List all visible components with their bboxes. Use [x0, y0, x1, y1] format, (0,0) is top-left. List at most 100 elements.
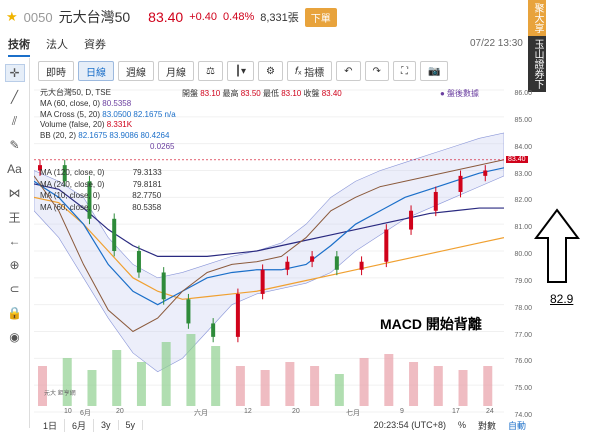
- legend-line: MA (240, close, 0) 79.8181: [40, 179, 162, 191]
- magnet-icon[interactable]: ⊂: [9, 282, 20, 296]
- settings-icon[interactable]: ⚙: [258, 61, 283, 81]
- y-tick-label: 80.00: [514, 251, 532, 258]
- legend-label: MA (10, close, 0): [40, 191, 101, 200]
- range-6m[interactable]: 6月: [65, 418, 95, 432]
- annotation-text: MACD 開始背離: [380, 316, 482, 332]
- y-tick-label: 79.00: [514, 277, 532, 285]
- legend-value: 82.7750: [132, 191, 162, 200]
- legend-line: MA (60, close, 0) 80.5358: [40, 99, 176, 110]
- y-tick-label: 81.00: [514, 224, 532, 232]
- candle-type-icon[interactable]: ┃▾: [226, 61, 255, 81]
- interval-weekly[interactable]: 週線: [118, 61, 154, 81]
- legend-line: Volume (false, 20) 8.331K: [40, 120, 176, 131]
- volume-bar: [334, 374, 344, 406]
- volume-bar: [211, 346, 221, 406]
- price-change: +0.40: [189, 11, 218, 23]
- indicators-icon: 𝑓ₓ: [294, 65, 305, 77]
- zoom-icon[interactable]: ⊕: [9, 258, 20, 272]
- interval-monthly[interactable]: 月線: [158, 61, 194, 81]
- x-tick-label: 10: [64, 408, 72, 415]
- trendline-icon[interactable]: ╱: [10, 90, 19, 104]
- ma-brown-line: [34, 159, 504, 333]
- auto-toggle[interactable]: 自動: [507, 420, 526, 431]
- update-timestamp: 07/22 13:30: [470, 38, 523, 49]
- crosshair-icon[interactable]: ✛: [4, 64, 25, 82]
- legend-value: 80.5358: [132, 202, 162, 212]
- chart-toolbar: 即時 日線 週線 月線 ⚖ ┃▾ ⚙ 𝑓ₓ 指標 ↶ ↷ ⛶ 📷: [38, 60, 449, 82]
- redo-icon[interactable]: ↷: [364, 61, 389, 81]
- legend-label: MA (240, close, 0): [40, 179, 105, 189]
- fullscreen-icon[interactable]: ⛶: [392, 61, 416, 81]
- brush-icon[interactable]: ✎: [9, 138, 20, 152]
- side-panel-top[interactable]: 聚大享: [528, 0, 546, 36]
- candle-body: [87, 181, 92, 219]
- legend-label: MA (60, close, 0): [40, 202, 101, 212]
- candle-body: [112, 218, 117, 251]
- tab-margin[interactable]: 資券: [84, 39, 106, 51]
- legend-block: 元大台灣50, D, TSE MA (60, close, 0) 80.5358…: [40, 88, 176, 153]
- back-arrow-icon[interactable]: ←: [8, 234, 21, 248]
- y-axis[interactable]: 86.00 85.00 84.00 83.00 82.00 81.00 80.00 79.00…: [506, 84, 532, 419]
- bollinger-band: [34, 132, 504, 373]
- top-bar: ★ 0050 元大台灣50 83.40 +0.40 0.48% 8,331張 下…: [0, 0, 530, 34]
- side-panel[interactable]: 聚大享 玉山證券下單: [514, 0, 546, 92]
- camera-icon[interactable]: 📷: [419, 61, 449, 81]
- up-arrow-icon: [534, 208, 580, 283]
- side-panel-bottom[interactable]: 玉山證券下單: [514, 36, 546, 92]
- candle-body: [310, 256, 315, 262]
- pattern-icon[interactable]: ⋈: [8, 186, 21, 200]
- log-toggle[interactable]: 對數: [477, 420, 496, 431]
- undo-icon[interactable]: ↶: [336, 61, 361, 81]
- clock: 20:23:54 (UTC+8): [373, 420, 446, 430]
- y-tick-label: 75.00: [514, 385, 532, 393]
- x-axis[interactable]: 10 6月 20 六月 12 20 七月 9 17 24: [34, 406, 504, 418]
- stock-name: 元大台灣50: [58, 9, 131, 25]
- open-value: 83.10: [200, 89, 221, 98]
- volume-bar: [136, 362, 146, 406]
- scale-icon[interactable]: ⚖: [198, 61, 223, 81]
- candle-body: [384, 229, 389, 262]
- close-value: 83.40: [321, 89, 342, 98]
- range-1d[interactable]: 1日: [36, 418, 66, 432]
- volume-bar: [186, 334, 196, 406]
- tab-technical[interactable]: 技術: [8, 36, 30, 57]
- candle-body: [161, 272, 166, 300]
- indicators-button[interactable]: 𝑓ₓ 指標: [286, 61, 333, 81]
- legend-title: 元大台灣50, D, TSE: [40, 88, 111, 97]
- price-chart[interactable]: [34, 84, 504, 414]
- indicators-label: 指標: [304, 67, 325, 79]
- candle-body: [359, 261, 364, 270]
- y-tick-label: 84.00: [514, 143, 532, 151]
- x-tick-label: 6月: [80, 410, 91, 417]
- high-label: 最高: [222, 89, 239, 98]
- volume-bar: [458, 370, 468, 406]
- text-icon[interactable]: Aa: [7, 162, 22, 176]
- candle-body: [136, 251, 141, 273]
- bottom-right: 20:23:54 (UTC+8) % 對數 自動: [374, 419, 526, 432]
- star-icon[interactable]: ★: [6, 9, 18, 24]
- current-price-tag: 83.40: [506, 155, 528, 163]
- legend-line: MA (120, close, 0) 79.3133: [40, 167, 162, 179]
- fib-icon[interactable]: 王: [8, 210, 21, 225]
- range-5y[interactable]: 5y: [119, 420, 144, 430]
- percent-toggle[interactable]: %: [457, 420, 466, 430]
- tab-bar: 技術 法人 資券: [8, 36, 106, 57]
- trade-volume: 8,331張: [260, 12, 299, 24]
- parallel-icon[interactable]: ⫽: [11, 113, 18, 128]
- x-tick-label: 17: [452, 408, 460, 415]
- legend-line: MA Cross (5, 20) 83.0500 82.1675 n/a: [40, 110, 176, 121]
- interval-daily[interactable]: 日線: [78, 61, 114, 81]
- range-3y[interactable]: 3y: [94, 420, 119, 430]
- stock-price: 83.40: [148, 9, 184, 25]
- order-button[interactable]: 下單: [304, 7, 337, 27]
- tab-institutional[interactable]: 法人: [46, 39, 68, 51]
- logo: 元大 鉅亨網: [44, 391, 76, 397]
- eye-icon[interactable]: ◉: [9, 330, 20, 344]
- after-hours-data[interactable]: ● 盤後數據: [440, 89, 480, 98]
- interval-realtime[interactable]: 即時: [38, 61, 74, 81]
- bottom-bar: 1日 6月 3y 5y 20:23:54 (UTC+8) % 對數 自動: [36, 418, 526, 432]
- drawing-toolbar: ✛ ╱ ⫽ ✎ Aa ⋈ 王 ← ⊕ ⊂ 🔒 ◉: [0, 58, 30, 428]
- candle-body: [211, 323, 216, 337]
- volume-bar: [384, 354, 394, 406]
- lock-icon[interactable]: 🔒: [7, 306, 22, 320]
